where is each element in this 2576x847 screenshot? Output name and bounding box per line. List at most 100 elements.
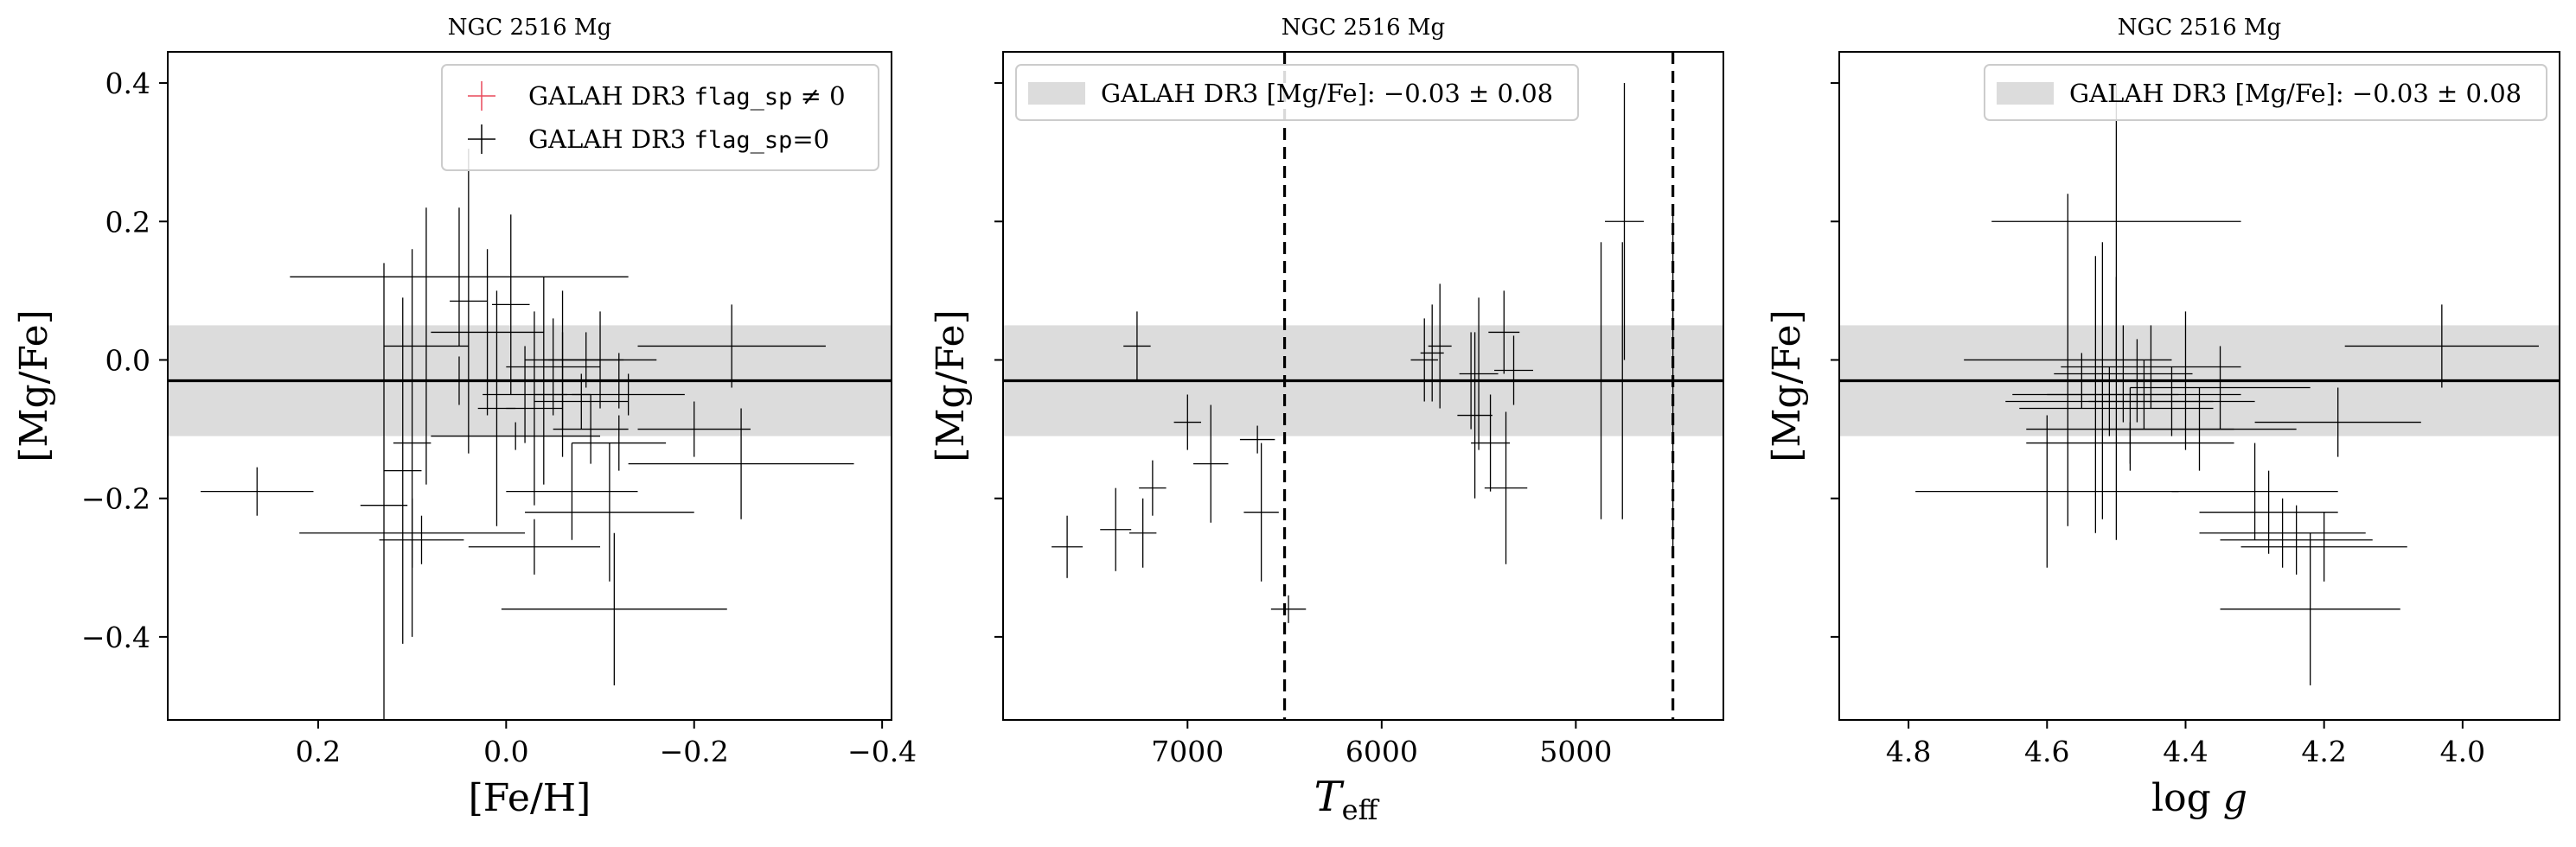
- errorbar-point: [393, 249, 431, 637]
- errorbar-point: [2240, 512, 2407, 582]
- legend-label: GALAH DR3 flag_sp ≠ 0: [528, 81, 846, 111]
- errorbar-point: [543, 311, 657, 409]
- errorbar-point: [1100, 487, 1132, 571]
- x-axis-label-log: log: [2151, 776, 2223, 820]
- x-tick-label: 7000: [1151, 735, 1224, 768]
- axes-frame: [167, 51, 892, 721]
- errorbar-point: [553, 394, 629, 464]
- errorbar-point: [2088, 366, 2255, 436]
- plot-area: [168, 149, 892, 720]
- errorbar-point: [1173, 394, 1202, 450]
- legend-box: [1984, 64, 2547, 121]
- legend-marker-flagged: [468, 81, 495, 111]
- errorbar-point: [506, 318, 601, 416]
- errorbar-point: [2171, 443, 2338, 540]
- errorbar-point: [1243, 443, 1279, 582]
- x-axis-label: Teff: [1314, 773, 1380, 826]
- errorbar-point: [2344, 304, 2539, 388]
- errorbar-point: [501, 532, 727, 685]
- y-tick-label: 0.0: [105, 343, 150, 377]
- x-tick-label: 4.8: [1886, 735, 1931, 768]
- errorbar-point: [2199, 498, 2366, 568]
- errorbar-point: [572, 415, 667, 471]
- legend: GALAH DR3 [Mg/Fe]: −0.03 ± 0.08: [1015, 64, 1579, 121]
- errorbar-point: [1964, 194, 2172, 526]
- legend-label-prefix: GALAH DR3: [528, 124, 694, 154]
- errorbar-point: [1471, 394, 1511, 492]
- axes-frame: [1002, 51, 1724, 721]
- legend-marker-clean: [468, 124, 495, 154]
- errorbar-point: [2220, 505, 2373, 575]
- axes-frame: [1838, 51, 2560, 721]
- errorbar-point: [384, 207, 469, 485]
- legend-box: [441, 64, 879, 171]
- legend-label: GALAH DR3 flag_sp=0: [528, 124, 829, 154]
- legend-label: GALAH DR3 [Mg/Fe]: −0.03 ± 0.08: [1101, 79, 1553, 108]
- legend-box: [1015, 64, 1579, 121]
- errorbar-point: [1239, 425, 1275, 454]
- x-tick-label: −0.4: [847, 735, 917, 768]
- y-tick-label: 0.4: [105, 67, 150, 100]
- x-axis-label: [Fe/H]: [469, 776, 591, 820]
- errorbar-point: [1139, 460, 1167, 516]
- errorbar-point: [1193, 404, 1229, 523]
- errorbar-point: [1410, 318, 1438, 402]
- x-tick-label: 4.2: [2301, 735, 2346, 768]
- panel-1: 0.2 0.0 −0.2 −0.4 0.4 0.2 0.0 −0.2 −0.4 NGC 2516 …: [12, 15, 917, 820]
- x-tick-label: 4.6: [2024, 735, 2069, 768]
- legend-label: GALAH DR3 [Mg/Fe]: −0.03 ± 0.08: [2069, 79, 2522, 108]
- errorbar-point: [1051, 515, 1083, 578]
- panel-title: NGC 2516 Mg: [1282, 15, 1445, 41]
- x-tick-label: 5000: [1539, 735, 1612, 768]
- legend-band-swatch: [1997, 82, 2054, 105]
- errorbar-point: [431, 422, 601, 450]
- legend-label-mono: flag_sp: [694, 84, 793, 111]
- x-tick-label: 0.2: [296, 735, 341, 768]
- errorbar-point: [1428, 283, 1452, 409]
- errorbar-point: [2254, 387, 2421, 457]
- errorbar-point: [450, 149, 488, 454]
- legend-label-mono: flag_sp: [694, 127, 793, 154]
- y-axis-label: [Mg/Fe]: [1765, 309, 1809, 462]
- x-axis-label: log g: [2151, 776, 2247, 820]
- y-tick-label: 0.2: [105, 205, 150, 239]
- legend-label-prefix: GALAH DR3: [528, 81, 694, 111]
- errorbar-point: [2047, 360, 2241, 430]
- errorbar-point: [1488, 290, 1520, 374]
- panel-title: NGC 2516 Mg: [448, 15, 611, 41]
- errorbar-point: [2130, 346, 2311, 430]
- errorbar-point: [2199, 470, 2338, 554]
- legend-label-suffix: =0: [792, 124, 829, 154]
- errorbar-point: [1605, 83, 1644, 360]
- panel-2: 7000 6000 5000 NGC 2516 Mg [Mg/Fe] Teff GALAH …: [929, 15, 1724, 826]
- errorbar-point: [637, 304, 826, 388]
- panel-title: NGC 2516 Mg: [2118, 15, 2281, 41]
- errorbar-point: [431, 249, 544, 416]
- errorbar-point: [468, 519, 601, 575]
- errorbar-point: [2220, 532, 2400, 685]
- errorbar-point: [1484, 411, 1528, 564]
- plot-area: [1003, 52, 1723, 720]
- errorbar-point: [534, 373, 629, 430]
- x-tick-label: 0.0: [483, 735, 528, 768]
- errorbar-point: [2102, 387, 2297, 471]
- x-tick-label: −0.2: [660, 735, 729, 768]
- y-axis-label: [Mg/Fe]: [929, 309, 973, 462]
- errorbar-point: [1494, 335, 1533, 405]
- errorbar-point: [637, 401, 751, 457]
- legend: GALAH DR3 [Mg/Fe]: −0.03 ± 0.08: [1984, 64, 2547, 121]
- y-axis-label: [Mg/Fe]: [12, 309, 56, 462]
- x-tick-label: 6000: [1346, 735, 1418, 768]
- errorbar-point: [525, 443, 694, 582]
- errorbar-point: [384, 297, 422, 644]
- errorbar-point: [1915, 415, 2179, 568]
- y-tick-label: −0.2: [81, 482, 150, 516]
- x-axis-label-sub: eff: [1342, 793, 1380, 826]
- errorbar-point: [360, 263, 408, 720]
- x-axis-label-g: g: [2223, 776, 2247, 820]
- errorbar-point: [1457, 332, 1493, 499]
- x-tick-label: 4.0: [2440, 735, 2485, 768]
- legend-label-suffix: ≠ 0: [792, 81, 845, 111]
